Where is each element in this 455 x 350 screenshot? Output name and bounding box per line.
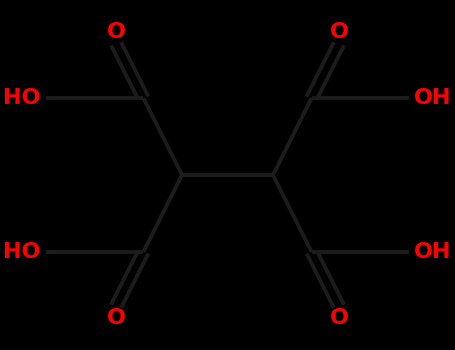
Text: OH: OH	[414, 88, 451, 108]
Text: OH: OH	[414, 242, 451, 262]
Text: O: O	[329, 308, 349, 328]
Text: HO: HO	[4, 88, 41, 108]
Text: O: O	[329, 22, 349, 42]
Text: HO: HO	[4, 242, 41, 262]
Text: O: O	[106, 22, 126, 42]
Text: O: O	[106, 308, 126, 328]
